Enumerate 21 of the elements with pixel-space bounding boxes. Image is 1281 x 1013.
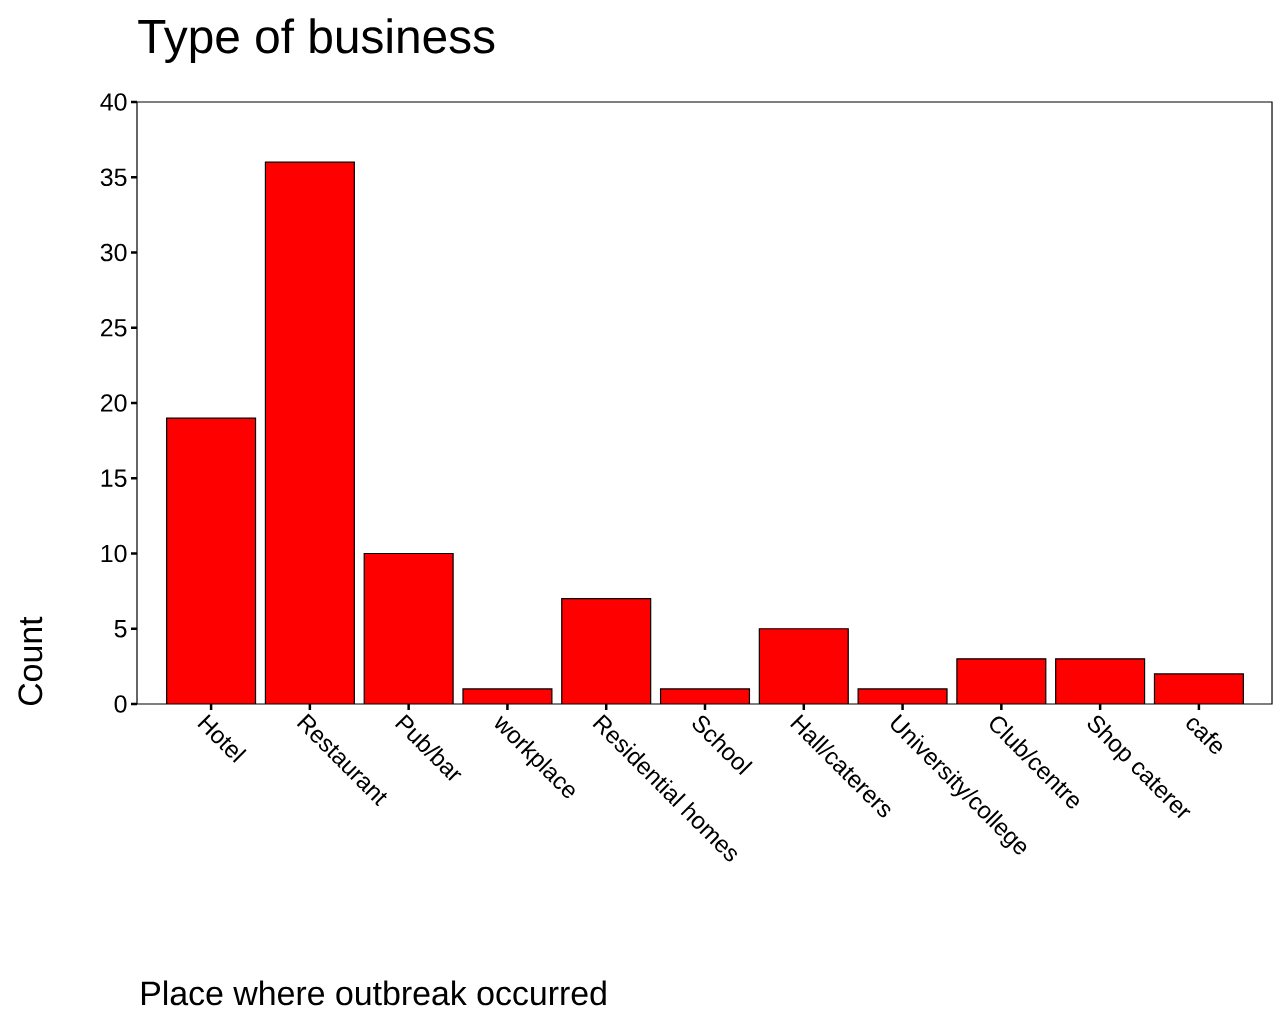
chart-title: Type of business: [138, 18, 495, 63]
bar: [759, 628, 849, 704]
bar: [561, 598, 651, 704]
bar: [1055, 658, 1145, 704]
bar: [364, 553, 454, 704]
y-tick-label: 40: [100, 93, 127, 111]
y-tick-label: 10: [101, 544, 127, 563]
bar: [166, 418, 256, 704]
bar: [265, 162, 355, 704]
y-tick-label: 30: [100, 243, 127, 262]
y-tick-label: 25: [101, 318, 127, 337]
y-tick-label: 15: [101, 469, 127, 487]
x-tick-label: cafe: [1186, 718, 1222, 754]
bar: [1153, 673, 1244, 704]
y-axis-title: Count: [18, 616, 43, 706]
y-tick-label: 35: [100, 168, 127, 187]
y-tick-label: 5: [114, 620, 127, 638]
bar: [956, 658, 1046, 704]
x-axis-title: Place where outbreak occurred: [141, 980, 606, 1006]
y-tick-label: 0: [114, 695, 127, 713]
y-tick-label: 20: [101, 394, 127, 412]
